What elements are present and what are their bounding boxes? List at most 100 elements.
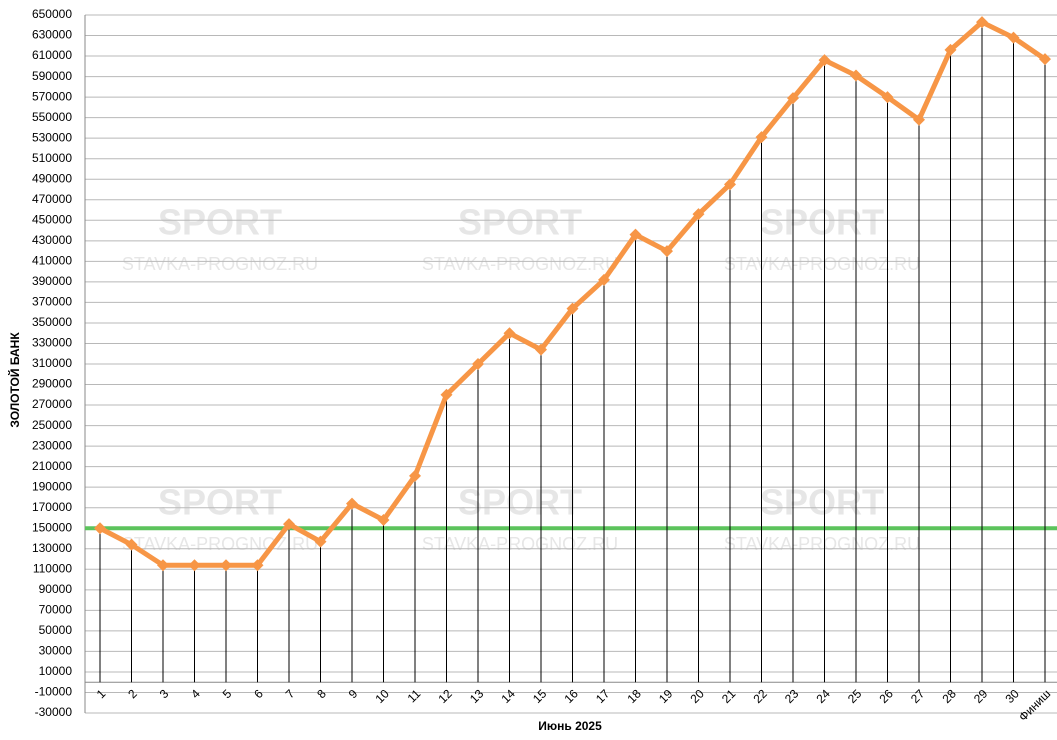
watermark: SPORT: [458, 482, 582, 523]
y-tick-label: 590000: [32, 69, 72, 83]
point: [535, 343, 547, 356]
watermark: STAVKA-PROGNOZ.RU: [122, 254, 318, 274]
x-tick-label: 26: [877, 686, 897, 706]
point: [440, 388, 453, 401]
y-tick-label: 410000: [32, 254, 72, 268]
y-tick-label: 110000: [33, 561, 72, 575]
y-tick-label: 230000: [32, 438, 72, 452]
x-tick-label: 17: [593, 686, 613, 706]
y-tick-label: 10000: [39, 664, 73, 678]
point: [125, 538, 138, 551]
point: [472, 358, 484, 370]
y-tick-label: 450000: [32, 212, 72, 226]
point: [598, 273, 610, 286]
x-tick-label: 30: [1003, 686, 1023, 706]
point: [881, 91, 894, 104]
x-tick-label: 20: [688, 686, 708, 706]
x-tick-label: 27: [908, 686, 928, 706]
y-tick-label: 190000: [32, 479, 72, 493]
y-tick-label: 650000: [32, 7, 72, 21]
y-tick-label: 150000: [32, 520, 72, 534]
y-tick-label: 50000: [39, 623, 73, 637]
point: [850, 69, 862, 82]
point: [314, 535, 327, 548]
x-tick-label: 22: [751, 686, 771, 706]
point: [1007, 31, 1020, 44]
x-tick-label: 12: [436, 686, 456, 706]
y-tick-label: 350000: [32, 315, 72, 329]
x-tick-label: 18: [625, 686, 645, 706]
x-tick-label: 13: [467, 686, 487, 706]
x-tick-label: 16: [562, 686, 582, 706]
x-tick-label: 15: [530, 686, 550, 706]
watermark: STAVKA-PROGNOZ.RU: [422, 534, 618, 554]
y-tick-label: 250000: [32, 418, 72, 432]
y-tick-label: 490000: [32, 171, 72, 185]
y-tick-label: 470000: [32, 192, 72, 206]
y-tick-label: 570000: [32, 89, 72, 103]
point: [629, 228, 642, 241]
y-tick-label: -10000: [35, 685, 73, 699]
x-tick-label: 24: [814, 686, 834, 706]
point: [409, 469, 421, 482]
point: [157, 559, 169, 572]
y-tick-label: 510000: [32, 151, 72, 165]
point: [1039, 53, 1051, 66]
x-tick-label: 6: [251, 686, 266, 701]
point: [377, 514, 390, 527]
x-tick-label: 1: [94, 686, 109, 701]
point: [283, 518, 295, 531]
x-tick-label: 11: [405, 686, 424, 705]
y-tick-label: 630000: [32, 28, 72, 42]
y-tick-label: 210000: [32, 459, 72, 473]
x-tick-label: 21: [719, 686, 739, 706]
point: [661, 245, 673, 258]
y-tick-label: 70000: [39, 603, 73, 617]
x-tick-label: 2: [125, 686, 140, 701]
x-tick-label: 5: [220, 686, 235, 701]
watermark: SPORT: [158, 202, 282, 243]
watermark: STAVKA-PROGNOZ.RU: [422, 254, 618, 274]
point: [692, 208, 705, 221]
point: [724, 178, 736, 191]
point: [818, 54, 831, 67]
watermark: STAVKA-PROGNOZ.RU: [724, 254, 920, 274]
point: [755, 131, 768, 144]
y-tick-label: 290000: [32, 377, 72, 391]
point: [913, 113, 925, 126]
y-tick-label: 430000: [32, 233, 72, 247]
watermark: SPORT: [158, 482, 282, 523]
x-tick-label: 10: [373, 686, 393, 706]
x-tick-label: 9: [346, 686, 361, 701]
watermark: STAVKA-PROGNOZ.RU: [724, 534, 920, 554]
x-tick-label: 29: [971, 686, 991, 706]
point: [787, 92, 799, 105]
watermark: SPORT: [760, 202, 884, 243]
y-tick-label: 30000: [39, 644, 73, 658]
point: [976, 16, 988, 29]
y-tick-label: 310000: [32, 356, 72, 370]
point: [220, 559, 232, 572]
point: [944, 43, 957, 56]
y-tick-label: 550000: [32, 110, 72, 124]
y-tick-label: 370000: [32, 295, 72, 309]
y-tick-label: 530000: [32, 130, 72, 144]
x-tick-label: 19: [656, 686, 676, 706]
point: [346, 497, 358, 510]
y-tick-label: 270000: [32, 397, 72, 411]
watermark: SPORT: [760, 482, 884, 523]
point: [251, 559, 264, 572]
point: [94, 522, 106, 535]
point: [566, 302, 579, 315]
x-tick-label: 23: [782, 686, 802, 706]
point: [188, 559, 201, 572]
x-tick-label: 3: [157, 686, 172, 701]
y-tick-label: -30000: [35, 705, 73, 719]
x-tick-label: 28: [940, 686, 960, 706]
y-tick-label: 330000: [32, 336, 72, 350]
y-tick-label: 610000: [32, 48, 72, 62]
x-tick-label: 8: [314, 686, 329, 701]
y-tick-label: 90000: [39, 582, 73, 596]
watermark: SPORT: [458, 202, 582, 243]
